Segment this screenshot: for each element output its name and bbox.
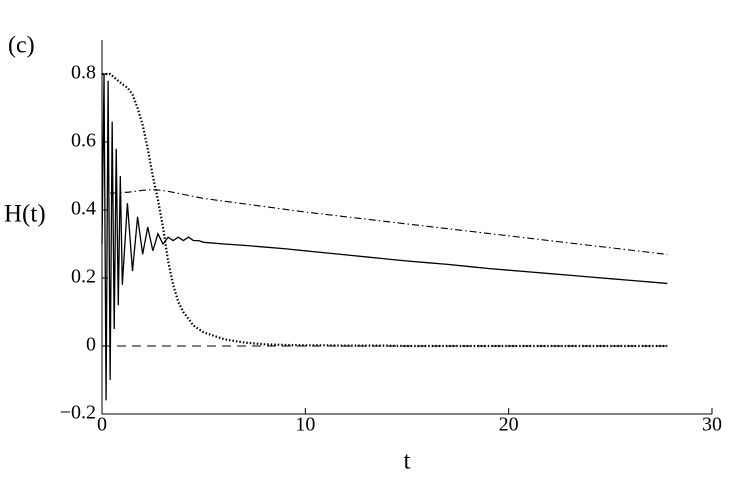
y-tick-label: 0 [86,334,96,356]
y-tick-label: 0.8 [71,62,96,84]
series-line [101,73,668,401]
y-tick-label: −0.2 [60,402,96,424]
x-tick-label: 0 [97,414,107,436]
series-line [110,189,668,256]
x-tick-label: 20 [499,414,519,436]
x-tick-label: 30 [702,414,722,436]
x-tick-label: 10 [295,414,315,436]
series-line [102,72,668,348]
x-axis-label: t [404,448,411,475]
y-axis-label: H(t) [4,201,46,228]
y-tick-label: 0.4 [71,198,96,220]
y-tick-label: 0.6 [71,130,96,152]
y-tick-label: 0.2 [71,266,96,288]
panel-label: (c) [8,33,35,59]
